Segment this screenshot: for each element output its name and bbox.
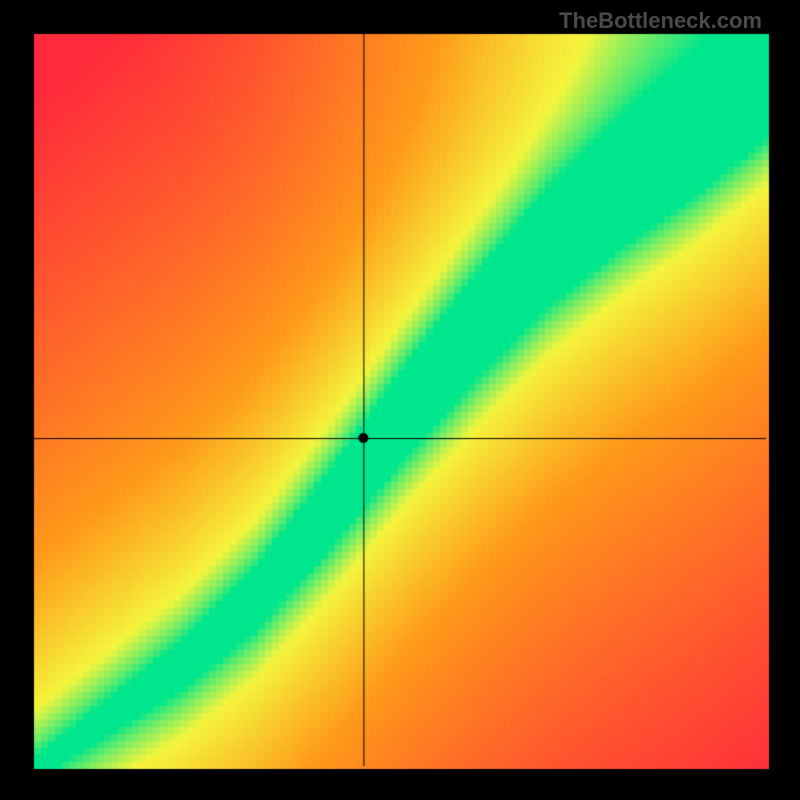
watermark-text: TheBottleneck.com xyxy=(559,8,762,34)
heatmap-canvas xyxy=(0,0,800,800)
chart-container: TheBottleneck.com xyxy=(0,0,800,800)
